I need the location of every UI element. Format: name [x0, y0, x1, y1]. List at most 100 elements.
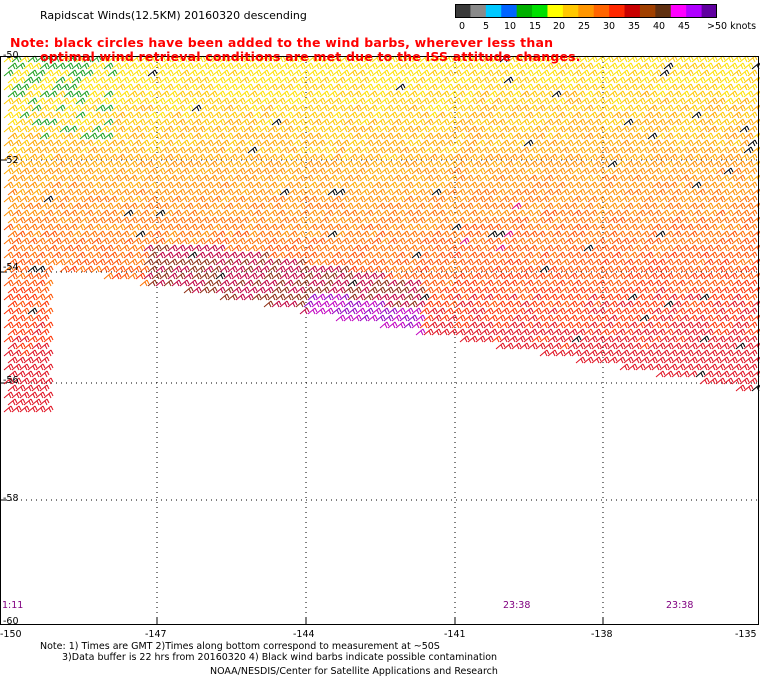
wind-barb — [387, 265, 398, 273]
lon-label: -141 — [444, 629, 466, 640]
wind-barb — [283, 209, 294, 217]
wind-barb — [259, 97, 270, 105]
wind-barb — [15, 370, 26, 378]
wind-barb — [683, 97, 694, 105]
wind-barb — [135, 118, 146, 126]
wind-barb — [211, 279, 222, 287]
wind-barb — [451, 111, 462, 119]
wind-barb — [131, 223, 142, 231]
wind-barb — [107, 209, 118, 217]
wind-barb — [7, 384, 18, 392]
wind-barb — [671, 188, 682, 196]
wind-barb — [547, 279, 558, 287]
wind-barb — [675, 237, 686, 245]
lat-label: -54 — [3, 262, 19, 273]
wind-barb — [663, 272, 674, 280]
wind-barb — [71, 90, 82, 98]
wind-barb — [39, 272, 50, 280]
wind-barb — [291, 223, 302, 231]
wind-barb — [399, 314, 410, 322]
wind-barb — [703, 370, 714, 378]
wind-barb — [287, 62, 298, 70]
wind-barb — [667, 265, 678, 273]
wind-barb — [551, 132, 562, 140]
wind-barb — [555, 83, 566, 91]
wind-barb — [71, 202, 82, 210]
wind-barb — [243, 125, 254, 133]
wind-barb — [623, 272, 634, 280]
wind-barb — [375, 76, 386, 84]
wind-barb — [279, 258, 290, 266]
wind-barb — [267, 83, 278, 91]
wind-barb — [499, 111, 510, 119]
wind-barb — [599, 132, 610, 140]
wind-barb — [483, 167, 494, 175]
wind-barb — [707, 181, 718, 189]
wind-barb — [191, 146, 202, 154]
wind-barb — [99, 195, 110, 203]
wind-barb — [603, 265, 614, 273]
wind-barb — [479, 132, 490, 140]
wind-barb — [467, 69, 478, 77]
wind-barb — [215, 230, 226, 238]
wind-barb — [239, 202, 250, 210]
wind-barb — [527, 216, 538, 224]
wind-barb — [707, 251, 718, 259]
wind-barb — [147, 265, 158, 273]
wind-barb — [583, 104, 594, 112]
wind-barb — [51, 195, 62, 203]
wind-barb — [747, 209, 758, 217]
wind-barb — [655, 104, 666, 112]
wind-barb — [559, 90, 570, 98]
wind-barb — [647, 146, 658, 154]
wind-barb — [455, 230, 466, 238]
wind-barb — [507, 83, 518, 91]
wind-barb — [211, 195, 222, 203]
wind-barb — [391, 202, 402, 210]
wind-barb — [687, 342, 698, 350]
wind-barb — [395, 265, 406, 273]
wind-barb — [263, 188, 274, 196]
wind-barb — [99, 223, 110, 231]
wind-barb — [463, 160, 474, 168]
wind-barb — [503, 300, 514, 308]
wind-barb — [299, 251, 310, 259]
wind-barb — [743, 258, 754, 266]
wind-barb — [3, 195, 14, 203]
wind-barb — [335, 272, 346, 280]
wind-barb — [743, 300, 754, 308]
wind-barb — [627, 97, 638, 105]
wind-barb — [727, 62, 738, 70]
wind-barb — [479, 202, 490, 210]
wind-barb — [427, 307, 438, 315]
wind-barb — [3, 181, 14, 189]
wind-barb — [327, 244, 338, 252]
wind-barb — [31, 356, 42, 364]
wind-barb — [743, 272, 754, 280]
wind-barb — [183, 202, 194, 210]
wind-barb — [707, 265, 718, 273]
wind-barb — [419, 237, 430, 245]
wind-barb — [699, 83, 710, 91]
wind-barb — [283, 153, 294, 161]
wind-barb — [403, 111, 414, 119]
wind-barb — [635, 195, 646, 203]
wind-barb — [3, 321, 14, 329]
wind-barb — [579, 237, 590, 245]
wind-barb — [343, 174, 354, 182]
wind-barb — [223, 272, 234, 280]
wind-barb — [507, 209, 518, 217]
wind-barb — [703, 258, 714, 266]
wind-barb — [375, 314, 386, 322]
wind-barb — [331, 125, 342, 133]
wind-barb — [175, 174, 186, 182]
wind-barb — [703, 160, 714, 168]
wind-barb — [227, 153, 238, 161]
wind-barb — [311, 188, 322, 196]
wind-barb — [251, 251, 262, 259]
wind-barb — [443, 279, 454, 287]
wind-barb — [287, 132, 298, 140]
wind-barb — [183, 216, 194, 224]
wind-barb — [311, 258, 322, 266]
wind-barb — [79, 104, 90, 112]
